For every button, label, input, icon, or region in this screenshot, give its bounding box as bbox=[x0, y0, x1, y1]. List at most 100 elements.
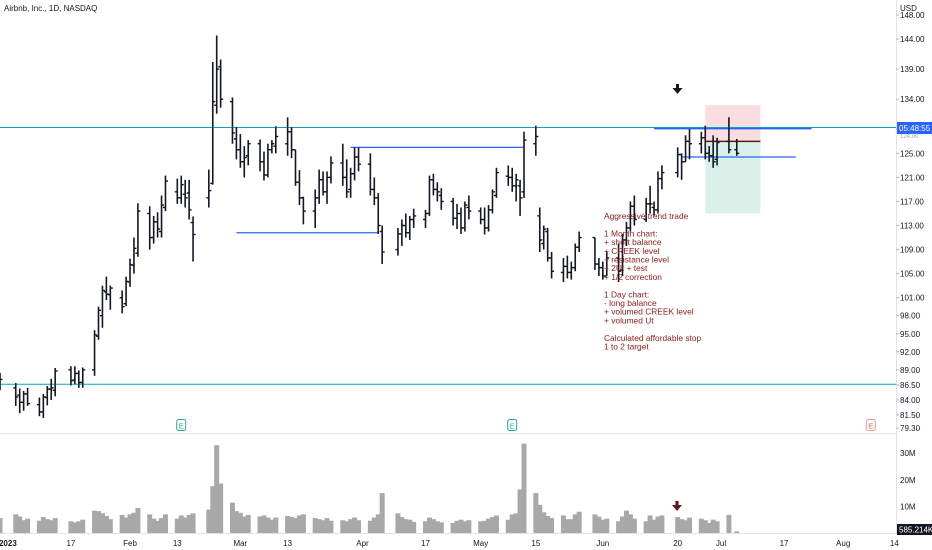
price-axis[interactable]: 148.00144.00139.00134.00129.00125.00121.… bbox=[896, 11, 925, 433]
ohlc-bar bbox=[521, 131, 527, 198]
volume-axis[interactable]: 30M 20M 10M bbox=[900, 449, 916, 511]
earnings-marker[interactable]: E bbox=[865, 419, 876, 431]
volume-bar bbox=[458, 519, 464, 533]
position-zones bbox=[705, 105, 761, 214]
volume-bar bbox=[273, 517, 279, 533]
volume-bar bbox=[356, 520, 362, 533]
earnings-marker[interactable]: E bbox=[507, 419, 518, 431]
earnings-label: E bbox=[179, 422, 184, 431]
ohlc-bar bbox=[537, 207, 543, 252]
annotation-note[interactable]: Aggressive trend trade 1 Month chart:+ sh… bbox=[604, 211, 701, 352]
volume-bar bbox=[348, 519, 354, 533]
ohlc-bar bbox=[218, 59, 224, 108]
volume-bar bbox=[72, 522, 78, 533]
volume-bar bbox=[576, 511, 582, 533]
stop-loss-zone[interactable] bbox=[705, 105, 761, 142]
volume-bar bbox=[493, 515, 499, 533]
volume-last-badge: 585.214K bbox=[897, 524, 932, 535]
volume-bar bbox=[675, 517, 681, 533]
volume-bar bbox=[647, 515, 653, 533]
volume-last-text: 585.214K bbox=[899, 526, 932, 535]
volume-bar bbox=[482, 520, 488, 533]
volume-bar bbox=[620, 516, 626, 533]
volume-bar bbox=[218, 483, 224, 533]
volume-bar bbox=[233, 511, 239, 533]
volume-bar bbox=[706, 522, 712, 533]
ohlc-bar bbox=[438, 188, 444, 210]
volume-tick-label: 10M bbox=[900, 502, 916, 511]
ohlc-bar bbox=[131, 237, 137, 274]
price-tick-label: 89.00 bbox=[900, 366, 921, 375]
volume-bar bbox=[564, 519, 570, 533]
volume-bar bbox=[182, 517, 188, 533]
annotation-line: Calculated affordable stop bbox=[604, 333, 701, 343]
volume-bar bbox=[395, 513, 401, 533]
ohlc-bar bbox=[52, 368, 58, 397]
volume-bar bbox=[25, 518, 31, 533]
countdown-badge: 05:48:55 bbox=[897, 122, 932, 134]
volume-bar bbox=[265, 517, 271, 533]
ohlc-bar bbox=[375, 193, 381, 234]
ohlc-bar bbox=[726, 117, 732, 154]
ohlc-bar bbox=[379, 225, 385, 265]
ohlc-bar bbox=[182, 179, 188, 208]
ohlc-bar bbox=[714, 137, 720, 166]
volume-bar bbox=[80, 519, 86, 533]
ohlc-bar bbox=[462, 201, 468, 232]
time-tick-label: 13 bbox=[173, 539, 182, 548]
annotation-line: 1 to 2 target bbox=[604, 342, 649, 352]
volume-bar bbox=[631, 518, 637, 533]
time-axis[interactable]: 2023 17 Feb 13 Mar 13 Apr 17 May 15 Jun 20 Jul 17 Aug 1… bbox=[0, 539, 899, 548]
ohlc-bar bbox=[300, 196, 306, 225]
volume-bar bbox=[560, 515, 566, 533]
volume-bar bbox=[655, 516, 661, 533]
time-tick-label: Feb bbox=[123, 539, 137, 548]
ohlc-bar bbox=[631, 195, 637, 226]
volume-arrow-icon bbox=[672, 501, 682, 511]
volume-bar bbox=[340, 520, 346, 533]
volume-bar bbox=[411, 521, 417, 533]
volume-bar bbox=[103, 515, 109, 533]
level-lines[interactable] bbox=[236, 128, 812, 234]
ohlc-bar bbox=[186, 179, 192, 220]
volume-tick-label: 30M bbox=[900, 449, 916, 458]
volume-bar bbox=[186, 514, 192, 533]
volume-bar bbox=[379, 493, 385, 533]
time-tick-label: Apr bbox=[356, 539, 369, 548]
ohlc-bar bbox=[533, 125, 539, 156]
volume-bar bbox=[257, 516, 263, 533]
volume-bar bbox=[490, 517, 495, 533]
volume-bar bbox=[541, 512, 547, 533]
ohlc-bar bbox=[734, 138, 740, 156]
volume-bar bbox=[651, 519, 657, 533]
volume-bar bbox=[119, 514, 125, 533]
currency-label: USD bbox=[900, 4, 917, 13]
ohlc-bar bbox=[328, 156, 334, 184]
price-tick-label: 113.00 bbox=[900, 222, 924, 231]
volume-bar bbox=[596, 516, 602, 533]
price-tick-label: 109.00 bbox=[900, 246, 925, 255]
ohlc-bar bbox=[48, 378, 54, 400]
ohlc-bar bbox=[517, 179, 523, 216]
take-profit-zone[interactable] bbox=[705, 141, 761, 214]
volume-bar bbox=[714, 521, 720, 533]
volume-bar bbox=[407, 519, 413, 533]
volume-bar bbox=[261, 515, 267, 533]
ohlc-bar bbox=[107, 285, 113, 310]
annotation-line: Aggressive trend trade bbox=[604, 211, 689, 221]
ohlc-bar bbox=[206, 169, 212, 208]
volume-bar bbox=[17, 516, 23, 533]
ohlc-bar bbox=[96, 306, 101, 340]
ohlc-bar bbox=[434, 182, 440, 202]
volume-bar bbox=[604, 518, 610, 533]
volume-bar bbox=[734, 531, 740, 533]
ohlc-bar bbox=[710, 135, 716, 168]
time-tick-label: Jul bbox=[716, 539, 726, 548]
earnings-marker[interactable]: E bbox=[176, 419, 187, 431]
volume-bar bbox=[107, 519, 113, 533]
annotation-line: + CREEK level bbox=[604, 246, 660, 256]
horizontal-lines[interactable] bbox=[0, 126, 896, 385]
